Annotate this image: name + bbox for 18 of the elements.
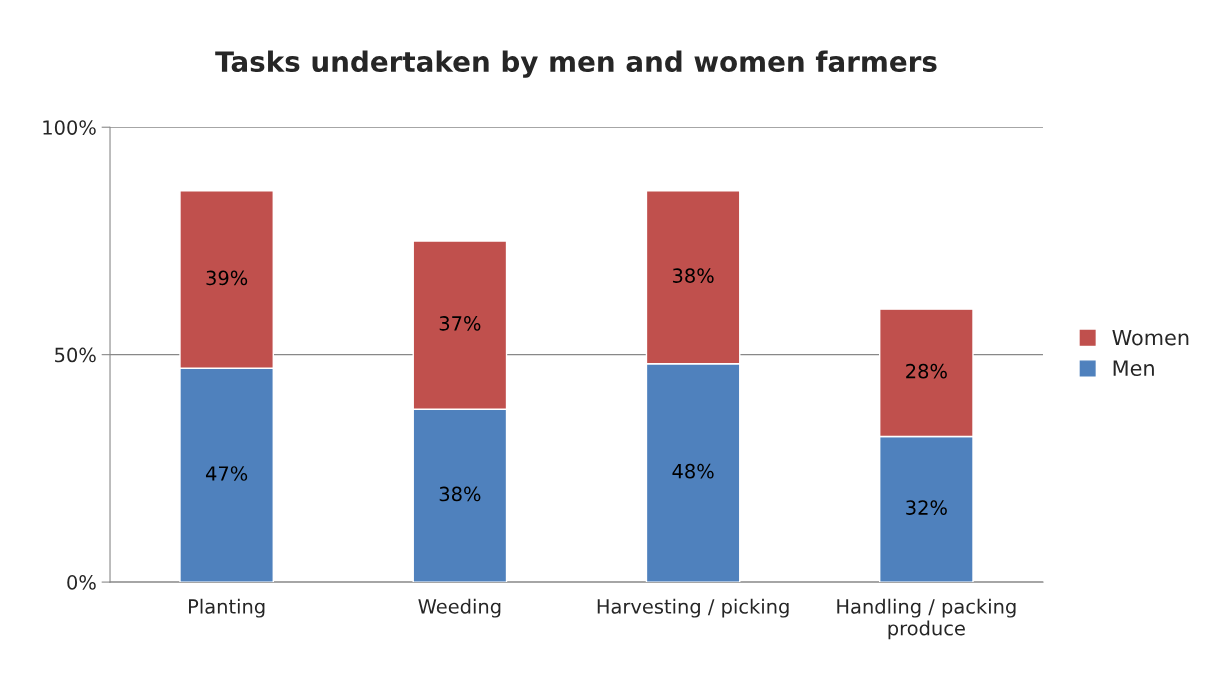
x-tick-label: Handling / packing produce bbox=[837, 598, 1016, 640]
y-tick-label: 50% bbox=[55, 347, 96, 363]
y-tick-label: 100% bbox=[43, 120, 96, 135]
y-tick-label: 0% bbox=[67, 575, 96, 590]
data-label: 38% bbox=[439, 486, 481, 502]
x-tick-label: Weeding bbox=[418, 598, 501, 618]
data-label: 47% bbox=[205, 466, 248, 481]
data-label: 32% bbox=[906, 500, 947, 515]
data-label: 38% bbox=[672, 268, 714, 283]
x-tick-label: Harvesting / picking bbox=[597, 598, 789, 618]
chart-title: Tasks undertaken by men and women farmers bbox=[215, 50, 937, 78]
data-label: 37% bbox=[439, 316, 481, 331]
x-tick-label: Planting bbox=[189, 598, 265, 618]
data-label: 28% bbox=[906, 363, 947, 379]
legend-label: Women bbox=[1112, 329, 1189, 346]
data-label: 48% bbox=[672, 463, 714, 479]
data-label: 39% bbox=[206, 270, 248, 286]
legend-label: Men bbox=[1113, 360, 1154, 376]
